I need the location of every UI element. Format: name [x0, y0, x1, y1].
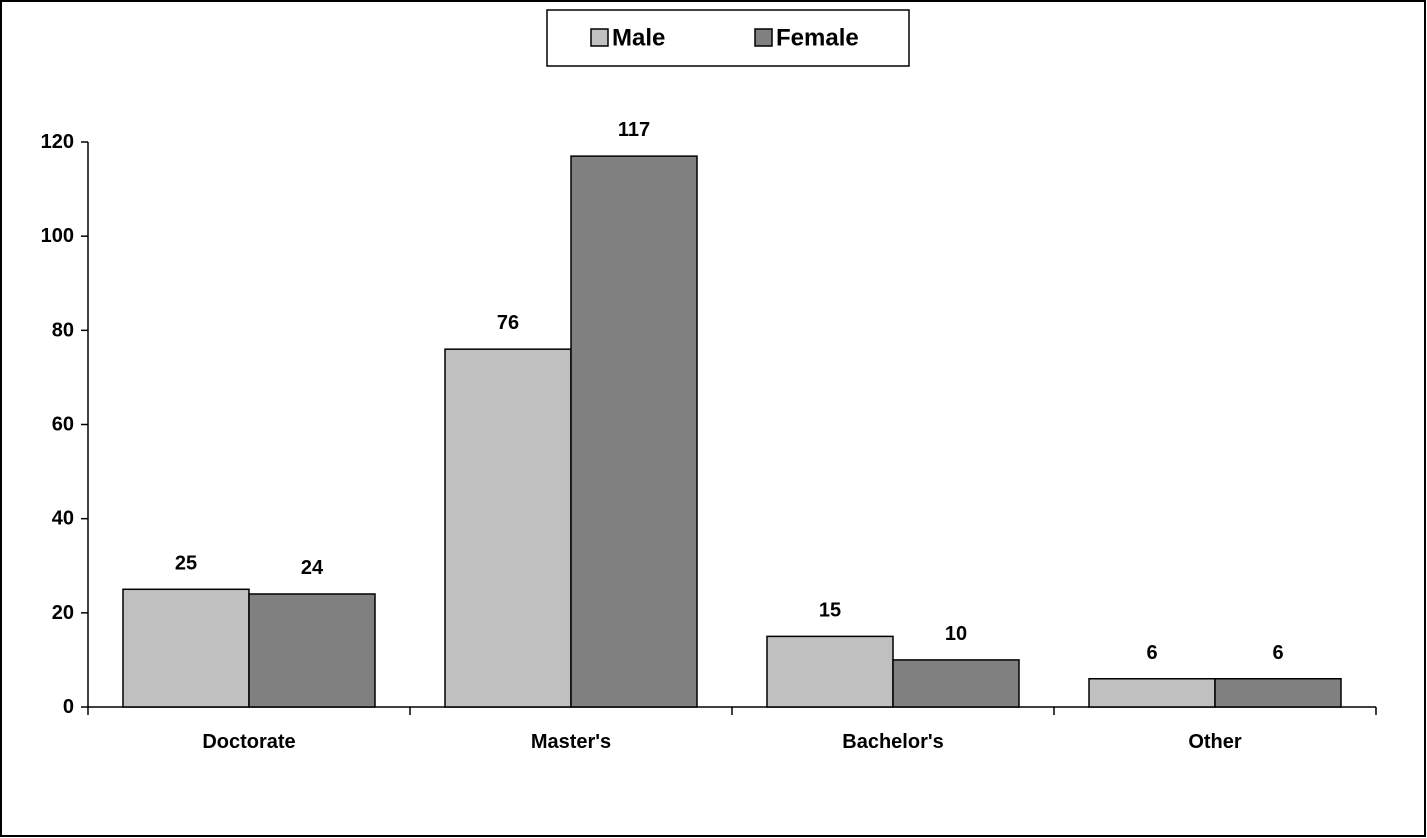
bar-male [122, 588, 250, 708]
legend: Male Female [546, 9, 910, 67]
bar-female [892, 659, 1020, 708]
data-label: 6 [1272, 642, 1283, 664]
x-category-label: Bachelor's [842, 731, 943, 753]
y-tick-label: 120 [41, 131, 74, 153]
data-label: 15 [819, 599, 841, 621]
y-tick-label: 40 [52, 508, 74, 530]
y-tick-label: 100 [41, 225, 74, 247]
y-tick-label: 80 [52, 319, 74, 341]
data-label: 10 [945, 623, 967, 645]
bar-male [766, 635, 894, 708]
bar-female [570, 155, 698, 708]
data-label: 6 [1146, 642, 1157, 664]
x-category-label: Doctorate [202, 731, 295, 753]
legend-swatch-male [590, 28, 609, 47]
plot-area: 0 20 40 60 80 100 120 25 24 Doctorate 76 117 Master'… [41, 119, 1377, 753]
x-category-label: Other [1188, 731, 1242, 753]
bar-female [1214, 678, 1342, 708]
legend-swatch-female [754, 28, 773, 47]
data-label: 24 [301, 557, 324, 579]
bar-male [1088, 678, 1216, 708]
legend-label-female: Female [776, 25, 859, 52]
x-category-label: Master's [531, 731, 611, 753]
data-label: 76 [497, 312, 519, 334]
y-tick-label: 20 [52, 602, 74, 624]
bar-male [444, 348, 572, 708]
data-label: 25 [175, 552, 197, 574]
data-label: 117 [618, 119, 650, 141]
bar-female [248, 593, 376, 708]
y-tick-label: 0 [63, 696, 74, 718]
y-tick-label: 60 [52, 414, 74, 436]
legend-label-male: Male [612, 25, 665, 52]
